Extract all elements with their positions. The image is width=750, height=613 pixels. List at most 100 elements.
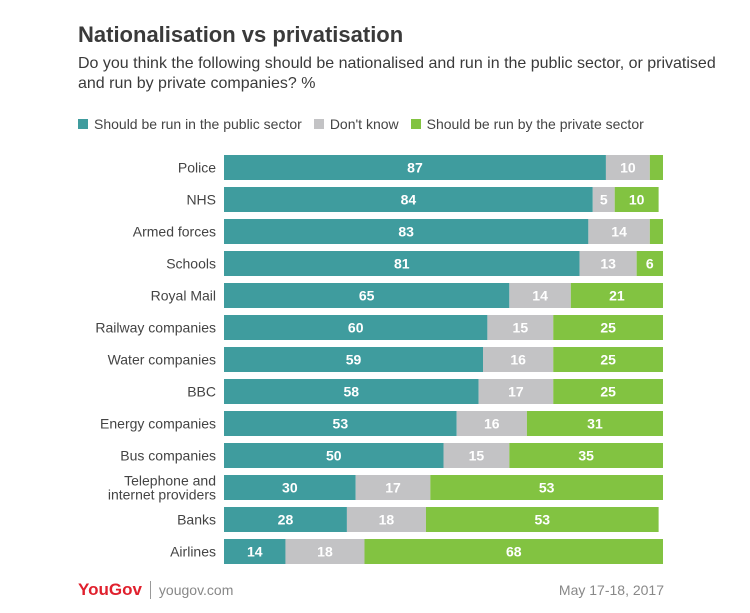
data-label: 35: [578, 448, 594, 464]
data-label: 6: [646, 256, 654, 272]
data-label: 14: [611, 224, 627, 240]
category-label: Police: [178, 160, 216, 176]
category-label: Railway companies: [95, 320, 216, 336]
bar-segment: [224, 251, 580, 276]
data-label: 65: [359, 288, 375, 304]
data-label: 53: [539, 480, 555, 496]
category-label: Energy companies: [100, 416, 216, 432]
data-label: 59: [346, 352, 362, 368]
category-label: NHS: [186, 192, 216, 208]
data-label: 10: [629, 192, 645, 208]
bar-segment: [346, 507, 426, 532]
data-label: 84: [401, 192, 417, 208]
data-label: 68: [506, 544, 522, 560]
legend-swatch-dontknow: [313, 119, 324, 129]
bar-segment: [526, 411, 663, 436]
bar-segment: [224, 347, 484, 372]
data-label: 21: [609, 288, 625, 304]
bar-segment: [579, 251, 637, 276]
category-label: BBC: [187, 384, 216, 400]
bar-segment: [478, 379, 554, 404]
data-label: 14: [247, 544, 263, 560]
bar-segment: [588, 219, 650, 244]
bar-segment: [224, 155, 606, 180]
legend-item-dontknow: Don't know: [313, 116, 399, 132]
bar-segment: [553, 379, 663, 404]
legend-swatch-private: [410, 119, 421, 129]
legend-label-dontknow: Don't know: [329, 116, 399, 132]
bar-segment: [224, 283, 510, 308]
data-label: 58: [344, 384, 360, 400]
data-label: 10: [620, 160, 636, 176]
category-label: Airlines: [170, 544, 216, 560]
legend-label-public: Should be run in the public sector: [94, 116, 302, 132]
data-label: 25: [600, 352, 616, 368]
bar-segment: [592, 187, 615, 212]
yougov-logo: YouGov: [78, 580, 142, 599]
bar-segment: [364, 539, 663, 564]
bar-segment: [224, 507, 347, 532]
bar-segment: [430, 475, 663, 500]
bar-segment: [285, 539, 365, 564]
bar-segment: [224, 187, 593, 212]
bar-segment: [224, 539, 286, 564]
category-label: Banks: [177, 512, 216, 528]
legend-label-private: Should be run by the private sector: [426, 116, 644, 132]
legend-item-private: Should be run by the private sector: [410, 116, 644, 132]
bar-segment: [636, 251, 663, 276]
bar-segment: [649, 155, 663, 180]
chart-subtitle: Do you think the following should be nat…: [78, 55, 716, 92]
data-label: 15: [469, 448, 485, 464]
legend-swatch-public: [78, 119, 88, 129]
category-label: Telephone and internet providers: [108, 473, 216, 503]
bar-segment: [483, 347, 554, 372]
bar-segment: [605, 155, 650, 180]
bar-segment: [425, 507, 659, 532]
data-label: 14: [532, 288, 548, 304]
bar-segment: [509, 443, 663, 468]
bar-segment: [224, 443, 444, 468]
data-label: 17: [508, 384, 524, 400]
bar-segment: [355, 475, 431, 500]
chart-legend: Should be run in the public sector Don't…: [78, 116, 656, 132]
data-label: 81: [394, 256, 410, 272]
category-label: Royal Mail: [151, 288, 216, 304]
data-label: 5: [600, 192, 608, 208]
bar-segment: [443, 443, 510, 468]
data-label: 83: [398, 224, 414, 240]
bar-segment: [224, 219, 589, 244]
chart-title: Nationalisation vs privatisation: [78, 22, 404, 47]
footer-divider: [149, 581, 151, 599]
data-label: 28: [278, 512, 294, 528]
data-label: 30: [282, 480, 298, 496]
footer-date: May 17-18, 2017: [558, 582, 664, 598]
bar-segment: [456, 411, 527, 436]
bar-segment: [614, 187, 659, 212]
bar-segment: [553, 315, 663, 340]
data-label: 53: [534, 512, 550, 528]
bar-segment: [487, 315, 554, 340]
data-label: 25: [600, 320, 616, 336]
bar-segment: [224, 315, 488, 340]
bar-segment: [509, 283, 571, 308]
category-label: Schools: [166, 256, 216, 272]
footer-site: yougov.com: [158, 582, 234, 598]
bar-segment: [570, 283, 663, 308]
data-label: 18: [379, 512, 395, 528]
footer: YouGov yougov.com: [78, 580, 233, 600]
bar-segment: [224, 379, 479, 404]
legend-item-public: Should be run in the public sector: [78, 116, 302, 132]
data-label: 50: [326, 448, 342, 464]
data-label: 25: [600, 384, 616, 400]
category-label: Bus companies: [120, 448, 216, 464]
data-label: 60: [348, 320, 364, 336]
data-label: 17: [385, 480, 401, 496]
bar-segment: [553, 347, 663, 372]
data-label: 87: [407, 160, 423, 176]
bar-segment: [649, 219, 663, 244]
data-label: 31: [587, 416, 603, 432]
category-label: Armed forces: [133, 224, 216, 240]
bar-segment: [224, 475, 356, 500]
category-label: Water companies: [108, 352, 216, 368]
